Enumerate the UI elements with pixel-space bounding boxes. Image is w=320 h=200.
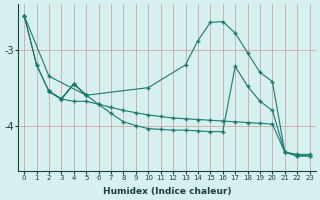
X-axis label: Humidex (Indice chaleur): Humidex (Indice chaleur)	[103, 187, 231, 196]
